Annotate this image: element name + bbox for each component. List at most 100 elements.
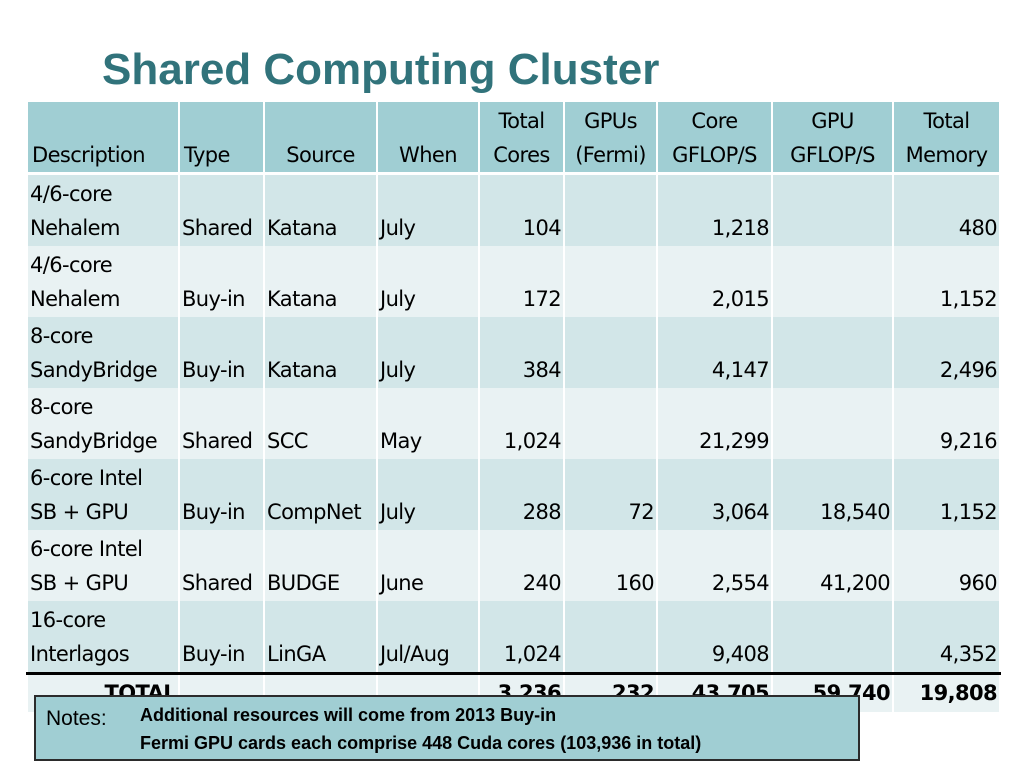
description-line-1: 8-core [30, 395, 93, 419]
cell-source: Katana [263, 173, 378, 246]
header-description: Description [26, 102, 180, 175]
header-gpus: GPUs (Fermi) [563, 102, 658, 175]
header-when: When [376, 102, 480, 175]
cell-gpu-gflops [771, 601, 894, 674]
description-line-1: 6-core Intel [30, 537, 143, 561]
header-core-gflops: Core GFLOP/S [656, 102, 773, 175]
table-row: 4/6-core Nehalem Shared Katana July 104 1,218 4… [26, 173, 1001, 246]
cell-type: Buy-in [178, 601, 265, 674]
description-line-1: 4/6-core [30, 182, 113, 206]
slide-title: Shared Computing Cluster [102, 45, 660, 94]
cell-total-cores: 1,024 [478, 601, 565, 674]
cell-when: July [376, 317, 480, 388]
cell-total-memory: 9,216 [892, 388, 1001, 459]
cell-total-memory: 1,152 [892, 246, 1001, 317]
cell-total-memory: 960 [892, 530, 1001, 601]
cell-total-memory: 4,352 [892, 601, 1001, 674]
cell-core-gflops: 21,299 [656, 388, 773, 459]
header-row: Description Type Source When Total Cores … [26, 102, 1001, 175]
cell-description: 8-core SandyBridge [26, 317, 180, 388]
cell-gpu-gflops [771, 388, 894, 459]
table-row: 16-core Interlagos Buy-in LinGA Jul/Aug 1,024… [26, 601, 1001, 674]
cell-gpu-gflops: 41,200 [771, 530, 894, 601]
cell-gpus [563, 601, 658, 674]
notes-box: Notes: Additional resources will come fr… [34, 695, 860, 761]
cell-description: 6-core Intel SB + GPU [26, 530, 180, 601]
cell-total-cores: 172 [478, 246, 565, 317]
cell-type: Buy-in [178, 459, 265, 530]
cell-description: 4/6-core Nehalem [26, 173, 180, 246]
cell-total-cores: 288 [478, 459, 565, 530]
cell-total-cores: 240 [478, 530, 565, 601]
cell-total-cores: 1,024 [478, 388, 565, 459]
cell-source: SCC [263, 388, 378, 459]
header-source: Source [263, 102, 378, 175]
cell-core-gflops: 2,554 [656, 530, 773, 601]
description-line-2: Interlagos [30, 642, 130, 666]
description-line-1: 8-core [30, 324, 93, 348]
cell-gpus [563, 388, 658, 459]
cell-description: 6-core Intel SB + GPU [26, 459, 180, 530]
cell-source: LinGA [263, 601, 378, 674]
table-row: 4/6-core Nehalem Buy-in Katana July 172 2,015 1… [26, 246, 1001, 317]
cell-core-gflops: 1,218 [656, 173, 773, 246]
cell-gpu-gflops [771, 317, 894, 388]
notes-label: Notes: [46, 707, 107, 730]
cluster-table: Description Type Source When Total Cores … [26, 102, 1001, 712]
cell-when: July [376, 459, 480, 530]
cell-total-cores: 384 [478, 317, 565, 388]
table-row: 6-core Intel SB + GPU Buy-in CompNet July 288… [26, 459, 1001, 530]
cell-gpus [563, 246, 658, 317]
description-line-2: SandyBridge [30, 358, 158, 382]
description-line-1: 4/6-core [30, 253, 113, 277]
cell-when: June [376, 530, 480, 601]
table-row: 6-core Intel SB + GPU Shared BUDGE June 240 16… [26, 530, 1001, 601]
cell-type: Shared [178, 388, 265, 459]
header-total-cores: Total Cores [478, 102, 565, 175]
cell-gpu-gflops [771, 246, 894, 317]
cell-when: May [376, 388, 480, 459]
description-line-2: Nehalem [30, 287, 120, 311]
description-line-2: SandyBridge [30, 429, 158, 453]
table-row: 8-core SandyBridge Shared SCC May 1,024 21,299… [26, 388, 1001, 459]
description-line-2: Nehalem [30, 216, 120, 240]
cell-when: Jul/Aug [376, 601, 480, 674]
cell-gpus: 160 [563, 530, 658, 601]
cell-core-gflops: 4,147 [656, 317, 773, 388]
cell-gpus [563, 173, 658, 246]
total-label: TOTAL [26, 672, 180, 712]
cell-when: July [376, 173, 480, 246]
cell-type: Buy-in [178, 246, 265, 317]
cell-source: Katana [263, 246, 378, 317]
description-line-2: SB + GPU [30, 500, 129, 524]
cell-source: Katana [263, 317, 378, 388]
cell-total-cores: 104 [478, 173, 565, 246]
cell-type: Buy-in [178, 317, 265, 388]
cell-source: CompNet [263, 459, 378, 530]
cell-type: Shared [178, 173, 265, 246]
cell-description: 8-core SandyBridge [26, 388, 180, 459]
cell-gpus: 72 [563, 459, 658, 530]
cell-description: 16-core Interlagos [26, 601, 180, 674]
cell-total-memory: 2,496 [892, 317, 1001, 388]
table-row: 8-core SandyBridge Buy-in Katana July 384 4,14… [26, 317, 1001, 388]
cell-total-memory: 1,152 [892, 459, 1001, 530]
notes-line-2: Fermi GPU cards each comprise 448 Cuda c… [140, 733, 702, 753]
cell-total-memory: 480 [892, 173, 1001, 246]
cell-type: Shared [178, 530, 265, 601]
cell-core-gflops: 9,408 [656, 601, 773, 674]
description-line-1: 16-core [30, 608, 106, 632]
total-memory: 19,808 [892, 672, 1001, 712]
cell-gpu-gflops [771, 173, 894, 246]
cell-source: BUDGE [263, 530, 378, 601]
cell-core-gflops: 2,015 [656, 246, 773, 317]
cell-gpus [563, 317, 658, 388]
description-line-2: SB + GPU [30, 571, 129, 595]
cell-gpu-gflops: 18,540 [771, 459, 894, 530]
header-total-memory: Total Memory [892, 102, 1001, 175]
header-type: Type [178, 102, 265, 175]
cell-description: 4/6-core Nehalem [26, 246, 180, 317]
description-line-1: 6-core Intel [30, 466, 143, 490]
cell-core-gflops: 3,064 [656, 459, 773, 530]
notes-line-1: Additional resources will come from 2013… [140, 705, 557, 725]
